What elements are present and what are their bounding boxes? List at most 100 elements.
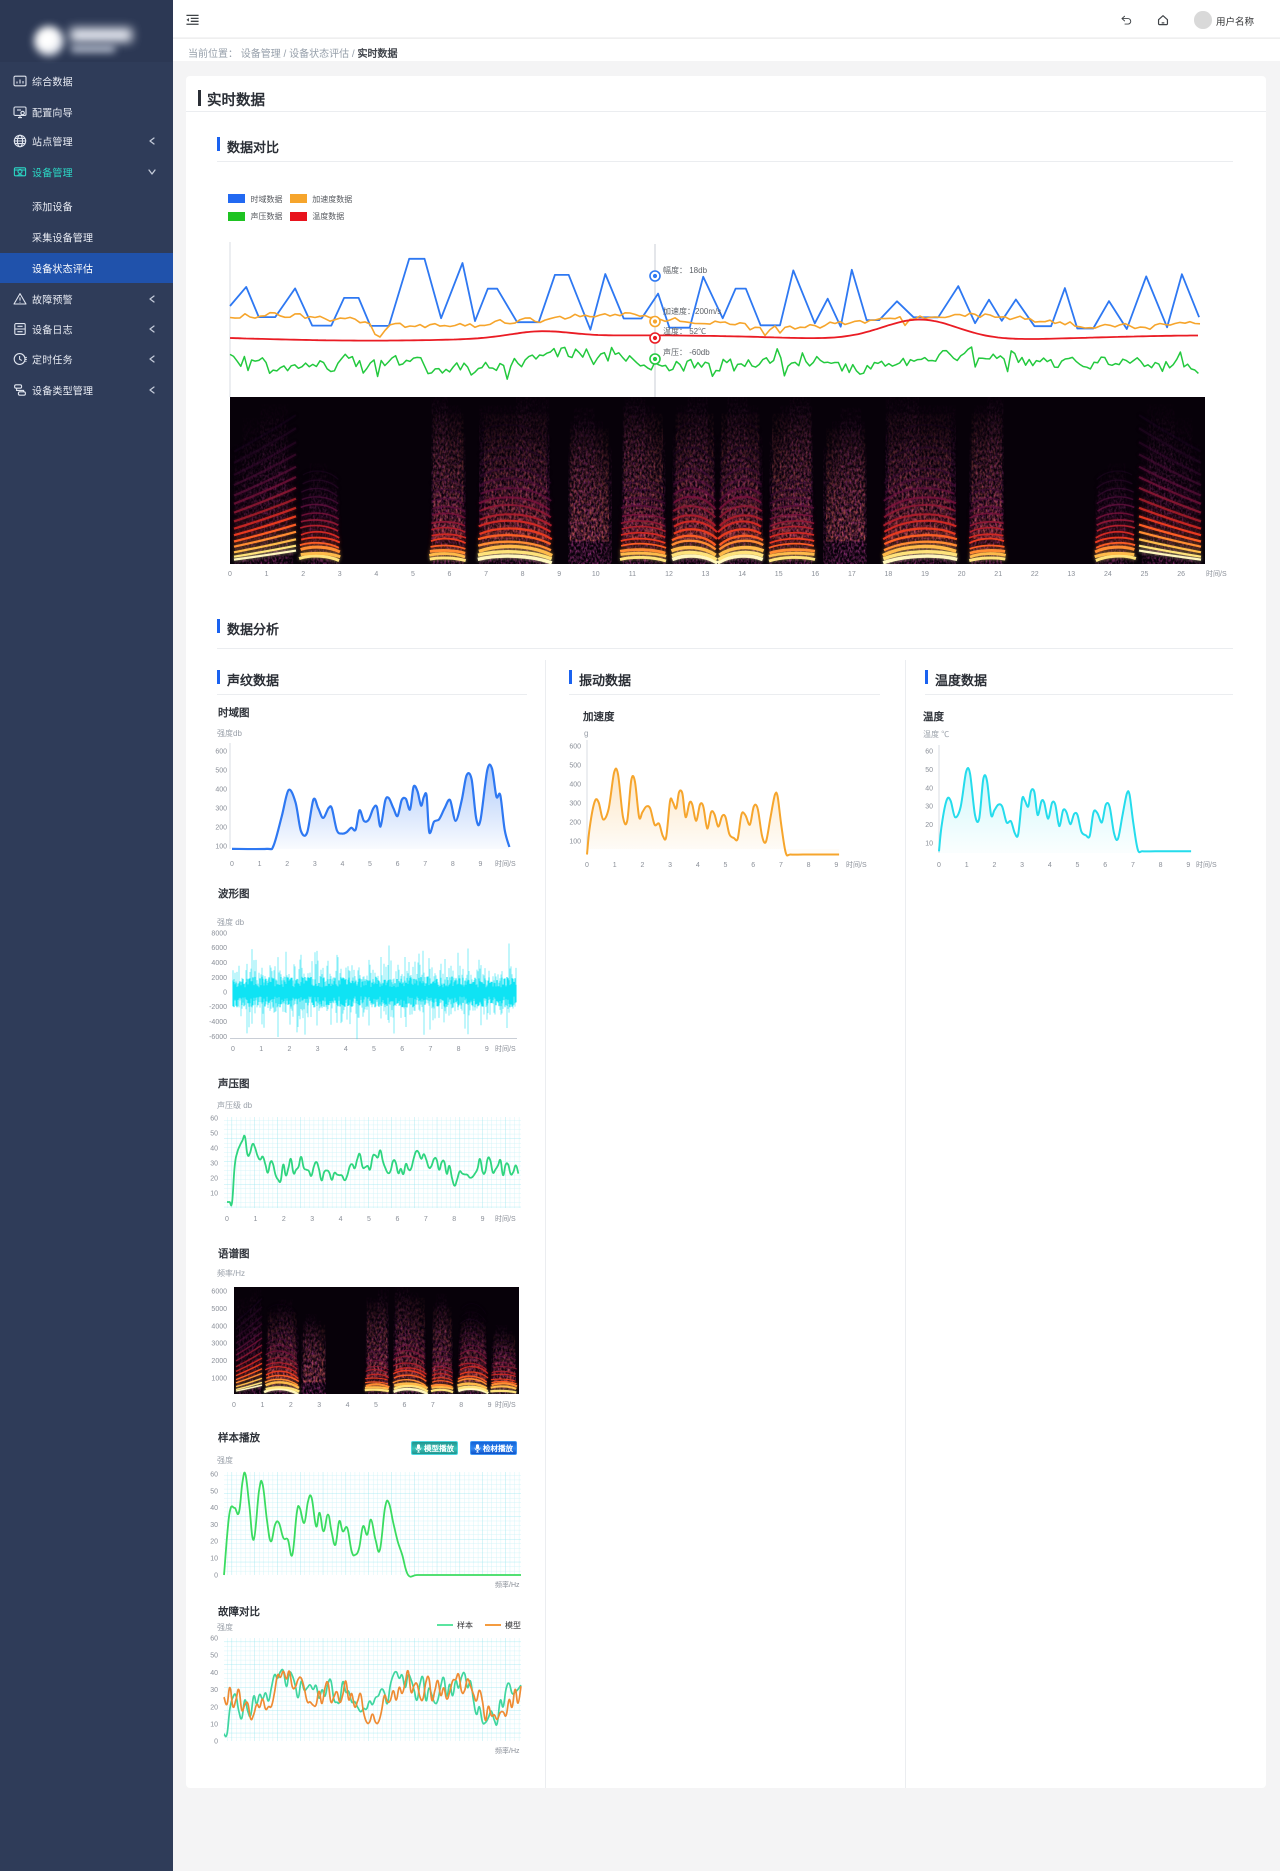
svg-text:1000: 1000 <box>211 1376 227 1383</box>
svg-text:频率/Hz: 频率/Hz <box>495 1746 520 1755</box>
svg-text:100: 100 <box>215 844 227 851</box>
svg-text:400: 400 <box>569 782 581 789</box>
svg-text:14: 14 <box>738 571 746 578</box>
svg-text:20: 20 <box>210 1704 218 1711</box>
svg-text:5: 5 <box>724 862 728 869</box>
svg-text:6000: 6000 <box>211 1289 227 1296</box>
svg-text:30: 30 <box>210 1522 218 1529</box>
svg-text:0: 0 <box>225 1216 229 1223</box>
svg-text:50: 50 <box>210 1131 218 1138</box>
svg-text:0: 0 <box>937 862 941 869</box>
svg-text:18: 18 <box>885 571 893 578</box>
svg-text:4: 4 <box>340 861 344 868</box>
svg-text:3: 3 <box>668 862 672 869</box>
svg-text:6: 6 <box>448 571 452 578</box>
svg-text:40: 40 <box>210 1505 218 1512</box>
svg-text:400: 400 <box>215 787 227 794</box>
svg-text:样本: 样本 <box>457 1620 473 1630</box>
svg-text:4: 4 <box>339 1216 343 1223</box>
svg-text:50: 50 <box>925 767 933 774</box>
svg-text:5: 5 <box>367 1216 371 1223</box>
svg-text:4000: 4000 <box>211 960 227 967</box>
svg-text:-6000: -6000 <box>209 1034 227 1041</box>
svg-text:3: 3 <box>338 571 342 578</box>
svg-text:1: 1 <box>965 862 969 869</box>
svg-text:100: 100 <box>569 839 581 846</box>
svg-text:2: 2 <box>289 1402 293 1409</box>
svg-text:500: 500 <box>215 768 227 775</box>
svg-text:0: 0 <box>585 862 589 869</box>
svg-text:1: 1 <box>613 862 617 869</box>
svg-text:300: 300 <box>569 801 581 808</box>
svg-text:9: 9 <box>488 1402 492 1409</box>
svg-text:60: 60 <box>210 1472 218 1479</box>
svg-text:9: 9 <box>485 1046 489 1053</box>
svg-text:5000: 5000 <box>211 1306 227 1313</box>
svg-text:2: 2 <box>301 571 305 578</box>
svg-text:9: 9 <box>478 861 482 868</box>
svg-text:600: 600 <box>215 749 227 756</box>
svg-text:3000: 3000 <box>211 1341 227 1348</box>
svg-text:8: 8 <box>457 1046 461 1053</box>
svg-text:5: 5 <box>372 1046 376 1053</box>
svg-text:温度： 52℃: 温度： 52℃ <box>663 326 706 336</box>
svg-text:50: 50 <box>210 1653 218 1660</box>
svg-text:时间/S: 时间/S <box>1206 569 1227 578</box>
svg-text:8: 8 <box>807 862 811 869</box>
svg-text:-4000: -4000 <box>209 1019 227 1026</box>
svg-text:60: 60 <box>210 1116 218 1123</box>
svg-text:20: 20 <box>210 1176 218 1183</box>
svg-text:11: 11 <box>629 571 636 578</box>
svg-text:40: 40 <box>210 1670 218 1677</box>
svg-text:7: 7 <box>424 1216 428 1223</box>
svg-text:0: 0 <box>231 1046 235 1053</box>
svg-text:6: 6 <box>1103 862 1107 869</box>
svg-text:20: 20 <box>925 822 933 829</box>
svg-text:7: 7 <box>1131 862 1135 869</box>
svg-text:2: 2 <box>287 1046 291 1053</box>
svg-text:声压： -60db: 声压： -60db <box>663 347 710 357</box>
svg-text:10: 10 <box>925 841 933 848</box>
svg-text:5: 5 <box>368 861 372 868</box>
svg-text:6: 6 <box>400 1046 404 1053</box>
svg-text:幅度： 18db: 幅度： 18db <box>663 265 708 275</box>
svg-text:30: 30 <box>210 1161 218 1168</box>
svg-text:25: 25 <box>1141 571 1149 578</box>
svg-text:1: 1 <box>259 1046 263 1053</box>
svg-text:500: 500 <box>569 763 581 770</box>
svg-text:300: 300 <box>215 806 227 813</box>
svg-text:3: 3 <box>313 861 317 868</box>
svg-text:40: 40 <box>925 785 933 792</box>
svg-text:200: 200 <box>569 820 581 827</box>
svg-text:4: 4 <box>344 1046 348 1053</box>
svg-text:9: 9 <box>557 571 561 578</box>
svg-text:7: 7 <box>779 862 783 869</box>
svg-text:13: 13 <box>1067 571 1075 578</box>
svg-text:8000: 8000 <box>211 931 227 938</box>
svg-text:加速度：200m/s: 加速度：200m/s <box>663 306 721 316</box>
svg-text:4: 4 <box>374 571 378 578</box>
svg-text:时间/S: 时间/S <box>1196 860 1217 869</box>
svg-text:4: 4 <box>696 862 700 869</box>
svg-text:16: 16 <box>811 571 819 578</box>
svg-text:17: 17 <box>848 571 856 578</box>
svg-text:时间/S: 时间/S <box>495 1044 516 1053</box>
svg-text:15: 15 <box>775 571 783 578</box>
svg-text:1: 1 <box>253 1216 257 1223</box>
svg-text:20: 20 <box>958 571 966 578</box>
svg-text:0: 0 <box>230 861 234 868</box>
svg-text:4: 4 <box>346 1402 350 1409</box>
svg-text:模型: 模型 <box>505 1620 521 1630</box>
svg-text:6000: 6000 <box>211 945 227 952</box>
svg-text:60: 60 <box>925 749 933 756</box>
svg-text:6: 6 <box>402 1402 406 1409</box>
svg-text:5: 5 <box>411 571 415 578</box>
svg-text:0: 0 <box>214 1739 218 1746</box>
svg-text:8: 8 <box>459 1402 463 1409</box>
svg-text:频率/Hz: 频率/Hz <box>495 1580 520 1589</box>
svg-text:10: 10 <box>210 1556 218 1563</box>
svg-text:9: 9 <box>1186 862 1190 869</box>
svg-text:3: 3 <box>310 1216 314 1223</box>
svg-text:8: 8 <box>452 1216 456 1223</box>
svg-text:6: 6 <box>751 862 755 869</box>
